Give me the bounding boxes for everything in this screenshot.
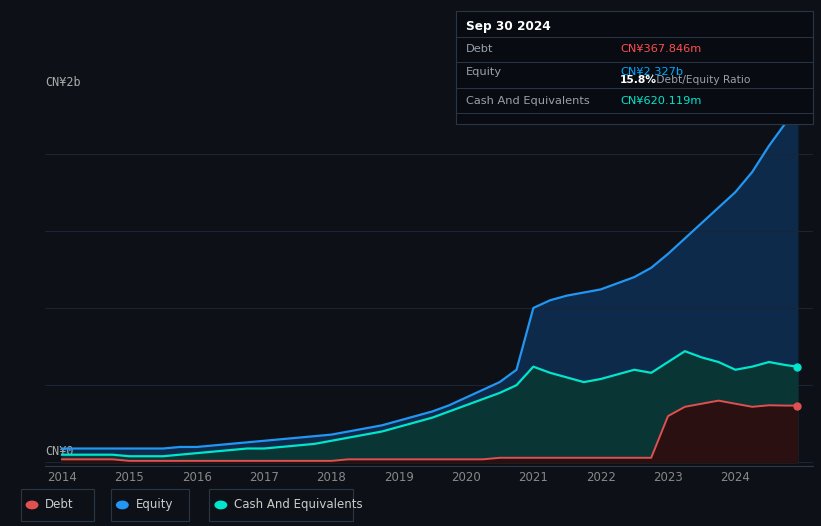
Text: CN¥0: CN¥0 <box>45 444 74 458</box>
Text: CN¥2.327b: CN¥2.327b <box>620 67 683 77</box>
Text: Debt: Debt <box>45 499 74 511</box>
Text: Cash And Equivalents: Cash And Equivalents <box>466 96 589 106</box>
Text: Debt: Debt <box>466 44 493 54</box>
Text: Debt/Equity Ratio: Debt/Equity Ratio <box>653 75 750 86</box>
Text: Equity: Equity <box>466 67 502 77</box>
Text: CN¥620.119m: CN¥620.119m <box>620 96 701 106</box>
Text: Sep 30 2024: Sep 30 2024 <box>466 20 550 33</box>
Text: Equity: Equity <box>135 499 173 511</box>
Text: CN¥2b: CN¥2b <box>45 76 80 89</box>
Text: Cash And Equivalents: Cash And Equivalents <box>234 499 363 511</box>
Text: 15.8%: 15.8% <box>620 75 657 86</box>
Text: CN¥367.846m: CN¥367.846m <box>620 44 701 54</box>
